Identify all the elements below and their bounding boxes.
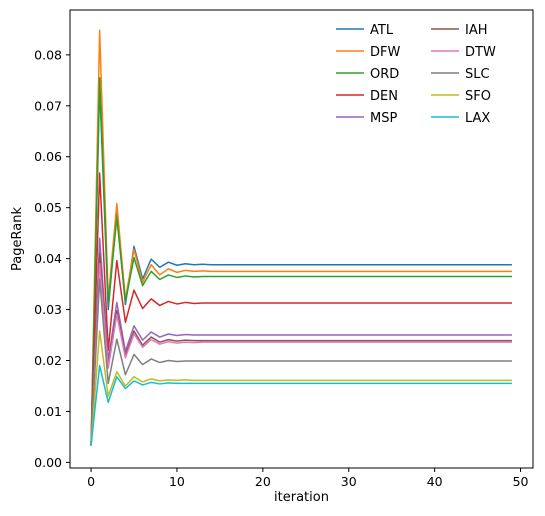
series-line-ord [90, 77, 512, 446]
legend-label-atl: ATL [370, 23, 394, 38]
y-tick-label: 0.03 [34, 302, 62, 317]
legend-label-slc: SLC [465, 67, 490, 82]
x-tick-label: 50 [513, 474, 529, 489]
legend-label-msp: MSP [370, 111, 397, 126]
y-tick-label: 0.07 [34, 98, 62, 113]
y-axis-ticks: 0.00 0.01 0.02 0.03 0.04 0.05 0.06 0.07 0.08 [34, 47, 70, 470]
x-tick-label: 0 [87, 474, 95, 489]
y-tick-label: 0.05 [34, 200, 62, 215]
legend-label-iah: IAH [465, 23, 488, 38]
legend: ATL DFW ORD DEN MSP IAH DTW SLC SFO LAX [336, 23, 496, 126]
series-line-lax [90, 364, 512, 446]
legend-label-dfw: DFW [370, 45, 400, 60]
y-tick-label: 0.00 [34, 455, 62, 470]
y-tick-label: 0.04 [34, 251, 62, 266]
series-lines [90, 29, 512, 446]
legend-label-lax: LAX [465, 111, 490, 126]
y-axis-title: PageRank [10, 207, 25, 271]
legend-label-sfo: SFO [465, 89, 491, 104]
y-tick-label: 0.06 [34, 149, 62, 164]
plot-frame [69, 9, 534, 469]
series-line-sfo [90, 330, 512, 446]
series-line-atl [90, 84, 512, 446]
x-tick-label: 40 [427, 474, 443, 489]
x-axis-ticks: 0 10 20 30 40 50 [87, 468, 529, 489]
y-tick-label: 0.02 [34, 353, 62, 368]
series-line-dtw [90, 262, 512, 446]
x-tick-label: 30 [341, 474, 357, 489]
series-line-msp [90, 237, 512, 446]
y-tick-label: 0.01 [34, 404, 62, 419]
x-tick-label: 20 [255, 474, 271, 489]
series-line-iah [90, 252, 512, 446]
x-tick-label: 10 [169, 474, 185, 489]
y-tick-label: 0.08 [34, 47, 62, 62]
series-line-dfw [90, 29, 512, 446]
series-line-den [90, 172, 512, 446]
series-line-slc [90, 278, 512, 446]
legend-label-den: DEN [370, 89, 398, 104]
legend-label-dtw: DTW [465, 45, 496, 60]
legend-label-ord: ORD [370, 67, 399, 82]
x-axis-title: iteration [274, 490, 329, 505]
